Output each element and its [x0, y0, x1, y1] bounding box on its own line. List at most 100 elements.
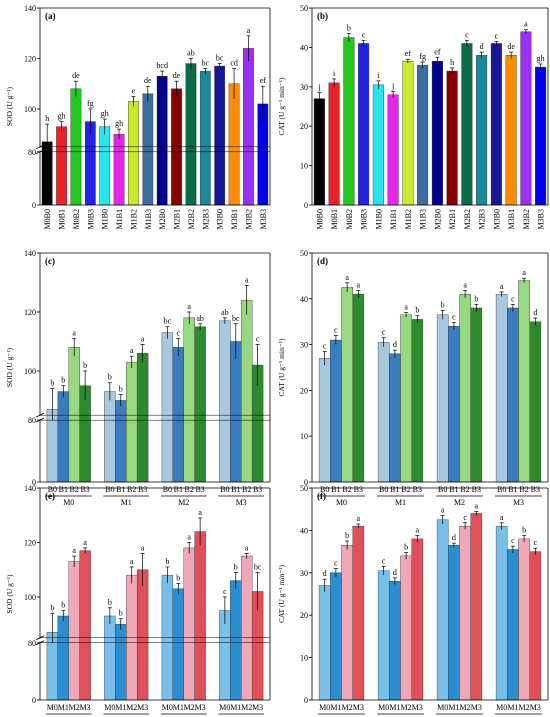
chart-panel-b: j M0B0 i M0B1 b M0B2 c M0B3 i M1B0 j M1B1 ef M1B2 fg M1…: [277, 4, 549, 229]
x-tick-label: M2B0: [433, 209, 442, 229]
bar: [199, 70, 211, 206]
significance-letter: bc: [216, 54, 224, 63]
significance-letter: a: [416, 525, 420, 534]
x-tick-label: M3B3: [259, 209, 268, 229]
bar: [459, 294, 471, 483]
x-tick-label: B1: [508, 485, 517, 494]
x-tick-label: M0: [437, 703, 448, 712]
x-tick-label: B1: [331, 485, 340, 494]
x-tick-label: B1: [174, 485, 183, 494]
bar: [352, 525, 365, 701]
x-tick-label: B2: [519, 485, 528, 494]
significance-letter: a: [187, 302, 191, 311]
significance-letter: c: [534, 538, 538, 547]
y-tick-label: 20: [300, 122, 308, 131]
x-tick-label: M0B2: [345, 209, 354, 229]
bar: [115, 400, 127, 483]
x-tick-label: M1B2: [129, 209, 138, 229]
significance-letter: a: [463, 281, 467, 290]
bar: [128, 101, 139, 206]
x-tick-label: M2B3: [201, 209, 210, 229]
significance-letter: c: [256, 334, 260, 343]
group-label: M3: [236, 498, 247, 507]
bar: [343, 37, 355, 206]
bar: [377, 342, 390, 483]
significance-letter: fg: [87, 99, 94, 108]
significance-letter: b: [522, 525, 526, 534]
x-tick-label: M1: [58, 703, 69, 712]
bar: [161, 332, 174, 483]
x-tick-label: M0B3: [360, 209, 369, 229]
bar: [330, 339, 342, 483]
x-tick-label: M1: [448, 703, 459, 712]
bar: [518, 538, 530, 701]
x-tick-label: M2: [69, 703, 80, 712]
x-tick-label: B3: [472, 485, 481, 494]
bar: [104, 615, 116, 701]
bar: [172, 347, 184, 483]
significance-letter: j: [317, 83, 320, 92]
chart-panel-a: h M0B0 gh M0B1 de M0B2 fg M0B3 gh M1B0 gh M1B1 e M1B2…: [5, 4, 271, 229]
y-tick-label: 0: [304, 696, 308, 705]
significance-letter: h: [450, 58, 454, 67]
y-tick-label: 0: [32, 478, 36, 487]
significance-letter: b: [108, 598, 112, 607]
significance-letter: de: [144, 76, 152, 85]
bar: [507, 307, 519, 483]
bar: [185, 63, 197, 206]
bar: [446, 70, 458, 206]
bar: [417, 64, 429, 206]
bar: [113, 133, 125, 206]
panel-label: (d): [317, 256, 328, 266]
bar: [436, 314, 449, 483]
bar: [448, 545, 460, 701]
significance-letter: a: [247, 26, 251, 35]
x-tick-label: M2B2: [187, 209, 196, 229]
group-label: M1: [395, 498, 406, 507]
significance-letter: a: [345, 273, 349, 282]
significance-letter: a: [404, 303, 408, 312]
bar: [126, 361, 138, 483]
bar: [57, 615, 69, 701]
x-tick-label: B1: [449, 485, 458, 494]
significance-letter: c: [452, 313, 456, 322]
significance-letter: b: [234, 562, 238, 571]
bar: [214, 65, 226, 206]
x-tick-label: M3B1: [230, 209, 239, 229]
significance-letter: c: [177, 329, 181, 338]
significance-letter: ef: [434, 47, 441, 56]
panel-label: (e): [45, 491, 55, 501]
y-tick-label: 20: [300, 611, 308, 620]
bar: [341, 545, 353, 701]
group-label: M2: [178, 498, 189, 507]
significance-letter: b: [176, 573, 180, 582]
x-tick-label: M2: [519, 703, 530, 712]
bar: [431, 60, 443, 206]
significance-letter: gh: [537, 54, 545, 63]
bar: [372, 84, 384, 206]
x-tick-label: B0: [497, 485, 506, 494]
significance-letter: bc: [254, 562, 262, 571]
x-tick-label: M0B1: [58, 209, 67, 229]
x-tick-label: M3B3: [537, 209, 546, 229]
x-tick-label: M1: [330, 703, 341, 712]
x-tick-label: M3: [195, 703, 206, 712]
significance-letter: a: [245, 543, 249, 552]
significance-letter: d: [533, 308, 537, 317]
y-tick-label: 0: [32, 696, 36, 705]
y-tick-label: 10: [300, 654, 308, 663]
axis-break-mark: [35, 144, 45, 150]
bar: [358, 43, 370, 206]
x-tick-label: M1B2: [404, 209, 413, 229]
bar: [411, 538, 424, 701]
axis-break-mark: [35, 412, 45, 418]
significance-letter: b: [50, 603, 54, 612]
significance-letter: b: [347, 24, 351, 33]
x-tick-label: B2: [127, 485, 136, 494]
y-tick-label: 30: [300, 83, 308, 92]
significance-letter: d: [480, 42, 484, 51]
x-tick-label: M2: [184, 703, 195, 712]
significance-letter: a: [72, 329, 76, 338]
y-tick-label: 40: [300, 295, 308, 304]
x-tick-label: B2: [185, 485, 194, 494]
